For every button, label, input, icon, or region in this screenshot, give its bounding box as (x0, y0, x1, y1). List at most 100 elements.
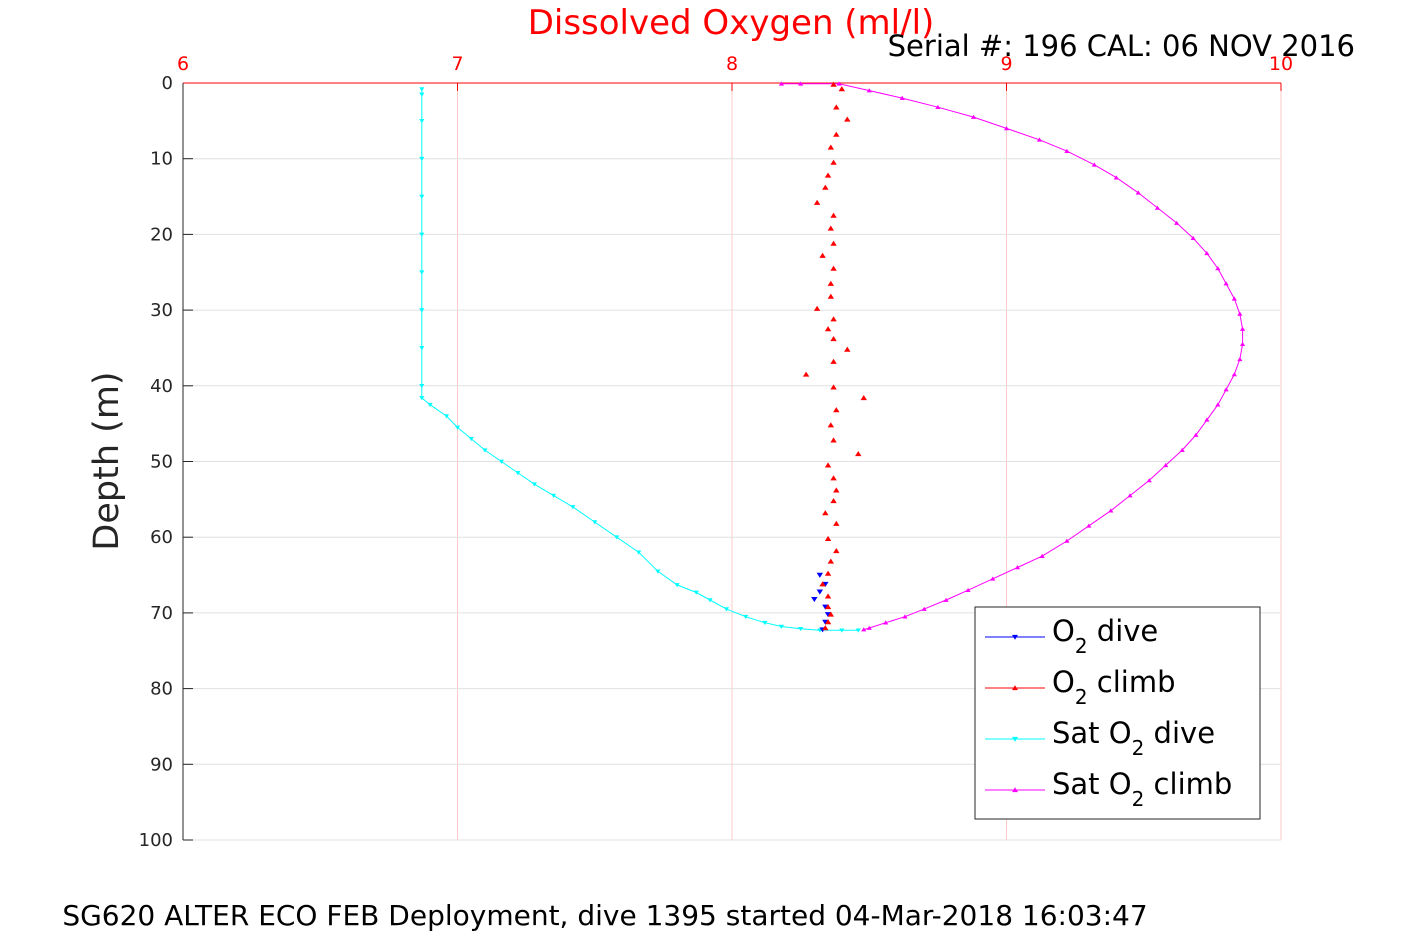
data-point (830, 159, 837, 165)
data-point (830, 497, 837, 504)
data-point (830, 212, 837, 218)
data-point (498, 459, 505, 464)
x-tick-label: 10 (1269, 53, 1293, 75)
data-point (830, 316, 837, 322)
data-point (830, 384, 837, 390)
data-point (833, 547, 840, 554)
legend-marker (1012, 634, 1018, 640)
data-point (1237, 356, 1243, 362)
data-point (1113, 175, 1119, 180)
data-point (970, 114, 977, 119)
data-point (866, 88, 872, 93)
legend-label-subscript: 2 (1075, 634, 1088, 658)
grid (182, 82, 1282, 841)
data-point (827, 558, 835, 564)
data-point (830, 335, 837, 342)
y-tick-label: 30 (150, 300, 173, 321)
legend-label: Sat O2 climb (1052, 767, 1232, 811)
data-point (419, 308, 425, 313)
data-point (592, 520, 598, 525)
legend-label-main: O (1052, 665, 1075, 699)
data-point (674, 583, 680, 588)
data-point (419, 156, 425, 162)
data-point (1237, 311, 1243, 316)
data-point (419, 87, 425, 92)
data-point (860, 395, 867, 401)
data-point (1174, 220, 1180, 225)
data-point (883, 620, 889, 625)
data-point (822, 510, 829, 516)
series-sat-o2-climb (778, 81, 1246, 632)
legend-box (974, 606, 1261, 820)
data-point (822, 184, 829, 190)
y-tick-label: 70 (150, 603, 173, 624)
data-point (419, 92, 425, 97)
data-point (844, 346, 851, 352)
data-point (819, 252, 826, 258)
legend-label: O2 dive (1052, 614, 1158, 658)
y-tick-label: 80 (150, 679, 173, 700)
x-tick-label: 7 (451, 53, 463, 75)
legend-label-subscript: 2 (1132, 736, 1145, 760)
data-point (614, 535, 620, 540)
data-point (827, 225, 835, 231)
data-point (1239, 341, 1246, 346)
data-point (827, 422, 835, 428)
legend-label-suffix: climb (1144, 767, 1232, 801)
data-point (1127, 493, 1133, 498)
legend-label-subscript: 2 (1075, 685, 1088, 709)
data-point (830, 265, 837, 271)
data-point (723, 607, 730, 612)
y-tick-label: 90 (150, 754, 173, 775)
data-point (830, 240, 837, 246)
series-sat-o2-dive (419, 87, 861, 633)
data-point (1163, 462, 1169, 468)
data-point (813, 199, 821, 205)
data-point (833, 487, 840, 493)
data-point (1091, 162, 1097, 167)
data-point (1239, 326, 1246, 331)
data-point (693, 590, 699, 595)
chart-caption: SG620 ALTER ECO FEB Deployment, dive 139… (62, 899, 1147, 932)
data-point (824, 172, 832, 178)
y-tick-label: 50 (150, 452, 173, 473)
data-point (824, 619, 832, 625)
data-point (798, 626, 804, 632)
legend-label-suffix: climb (1088, 665, 1176, 699)
data-point (824, 326, 832, 332)
data-point (902, 614, 908, 619)
data-point (819, 581, 826, 587)
data-point (1003, 126, 1010, 131)
data-point (824, 570, 832, 576)
data-point (866, 625, 872, 630)
data-point (830, 475, 837, 481)
data-point (1064, 148, 1070, 153)
x-tick-label: 9 (1000, 53, 1012, 75)
data-point (1135, 190, 1141, 195)
data-point (824, 603, 832, 610)
data-point (1154, 205, 1161, 210)
data-point (778, 624, 785, 629)
data-point (419, 396, 425, 401)
data-point (419, 383, 425, 389)
data-point (1231, 372, 1237, 377)
legend-label-subscript: 2 (1132, 787, 1145, 811)
data-point (1179, 447, 1185, 452)
series-line (421, 89, 859, 631)
series-o2-climb (802, 81, 867, 631)
data-point (1193, 432, 1199, 437)
data-point (743, 614, 749, 620)
data-point (833, 131, 840, 137)
data-point (844, 116, 851, 122)
y-tick-label: 10 (150, 149, 173, 170)
data-point (515, 471, 521, 476)
data-point (813, 305, 821, 311)
data-point (707, 598, 713, 603)
series-layer (419, 81, 1246, 633)
data-point (816, 572, 824, 578)
data-point (427, 402, 433, 408)
data-point (833, 520, 840, 526)
data-point (570, 505, 576, 510)
y-tick-label: 0 (162, 73, 173, 94)
